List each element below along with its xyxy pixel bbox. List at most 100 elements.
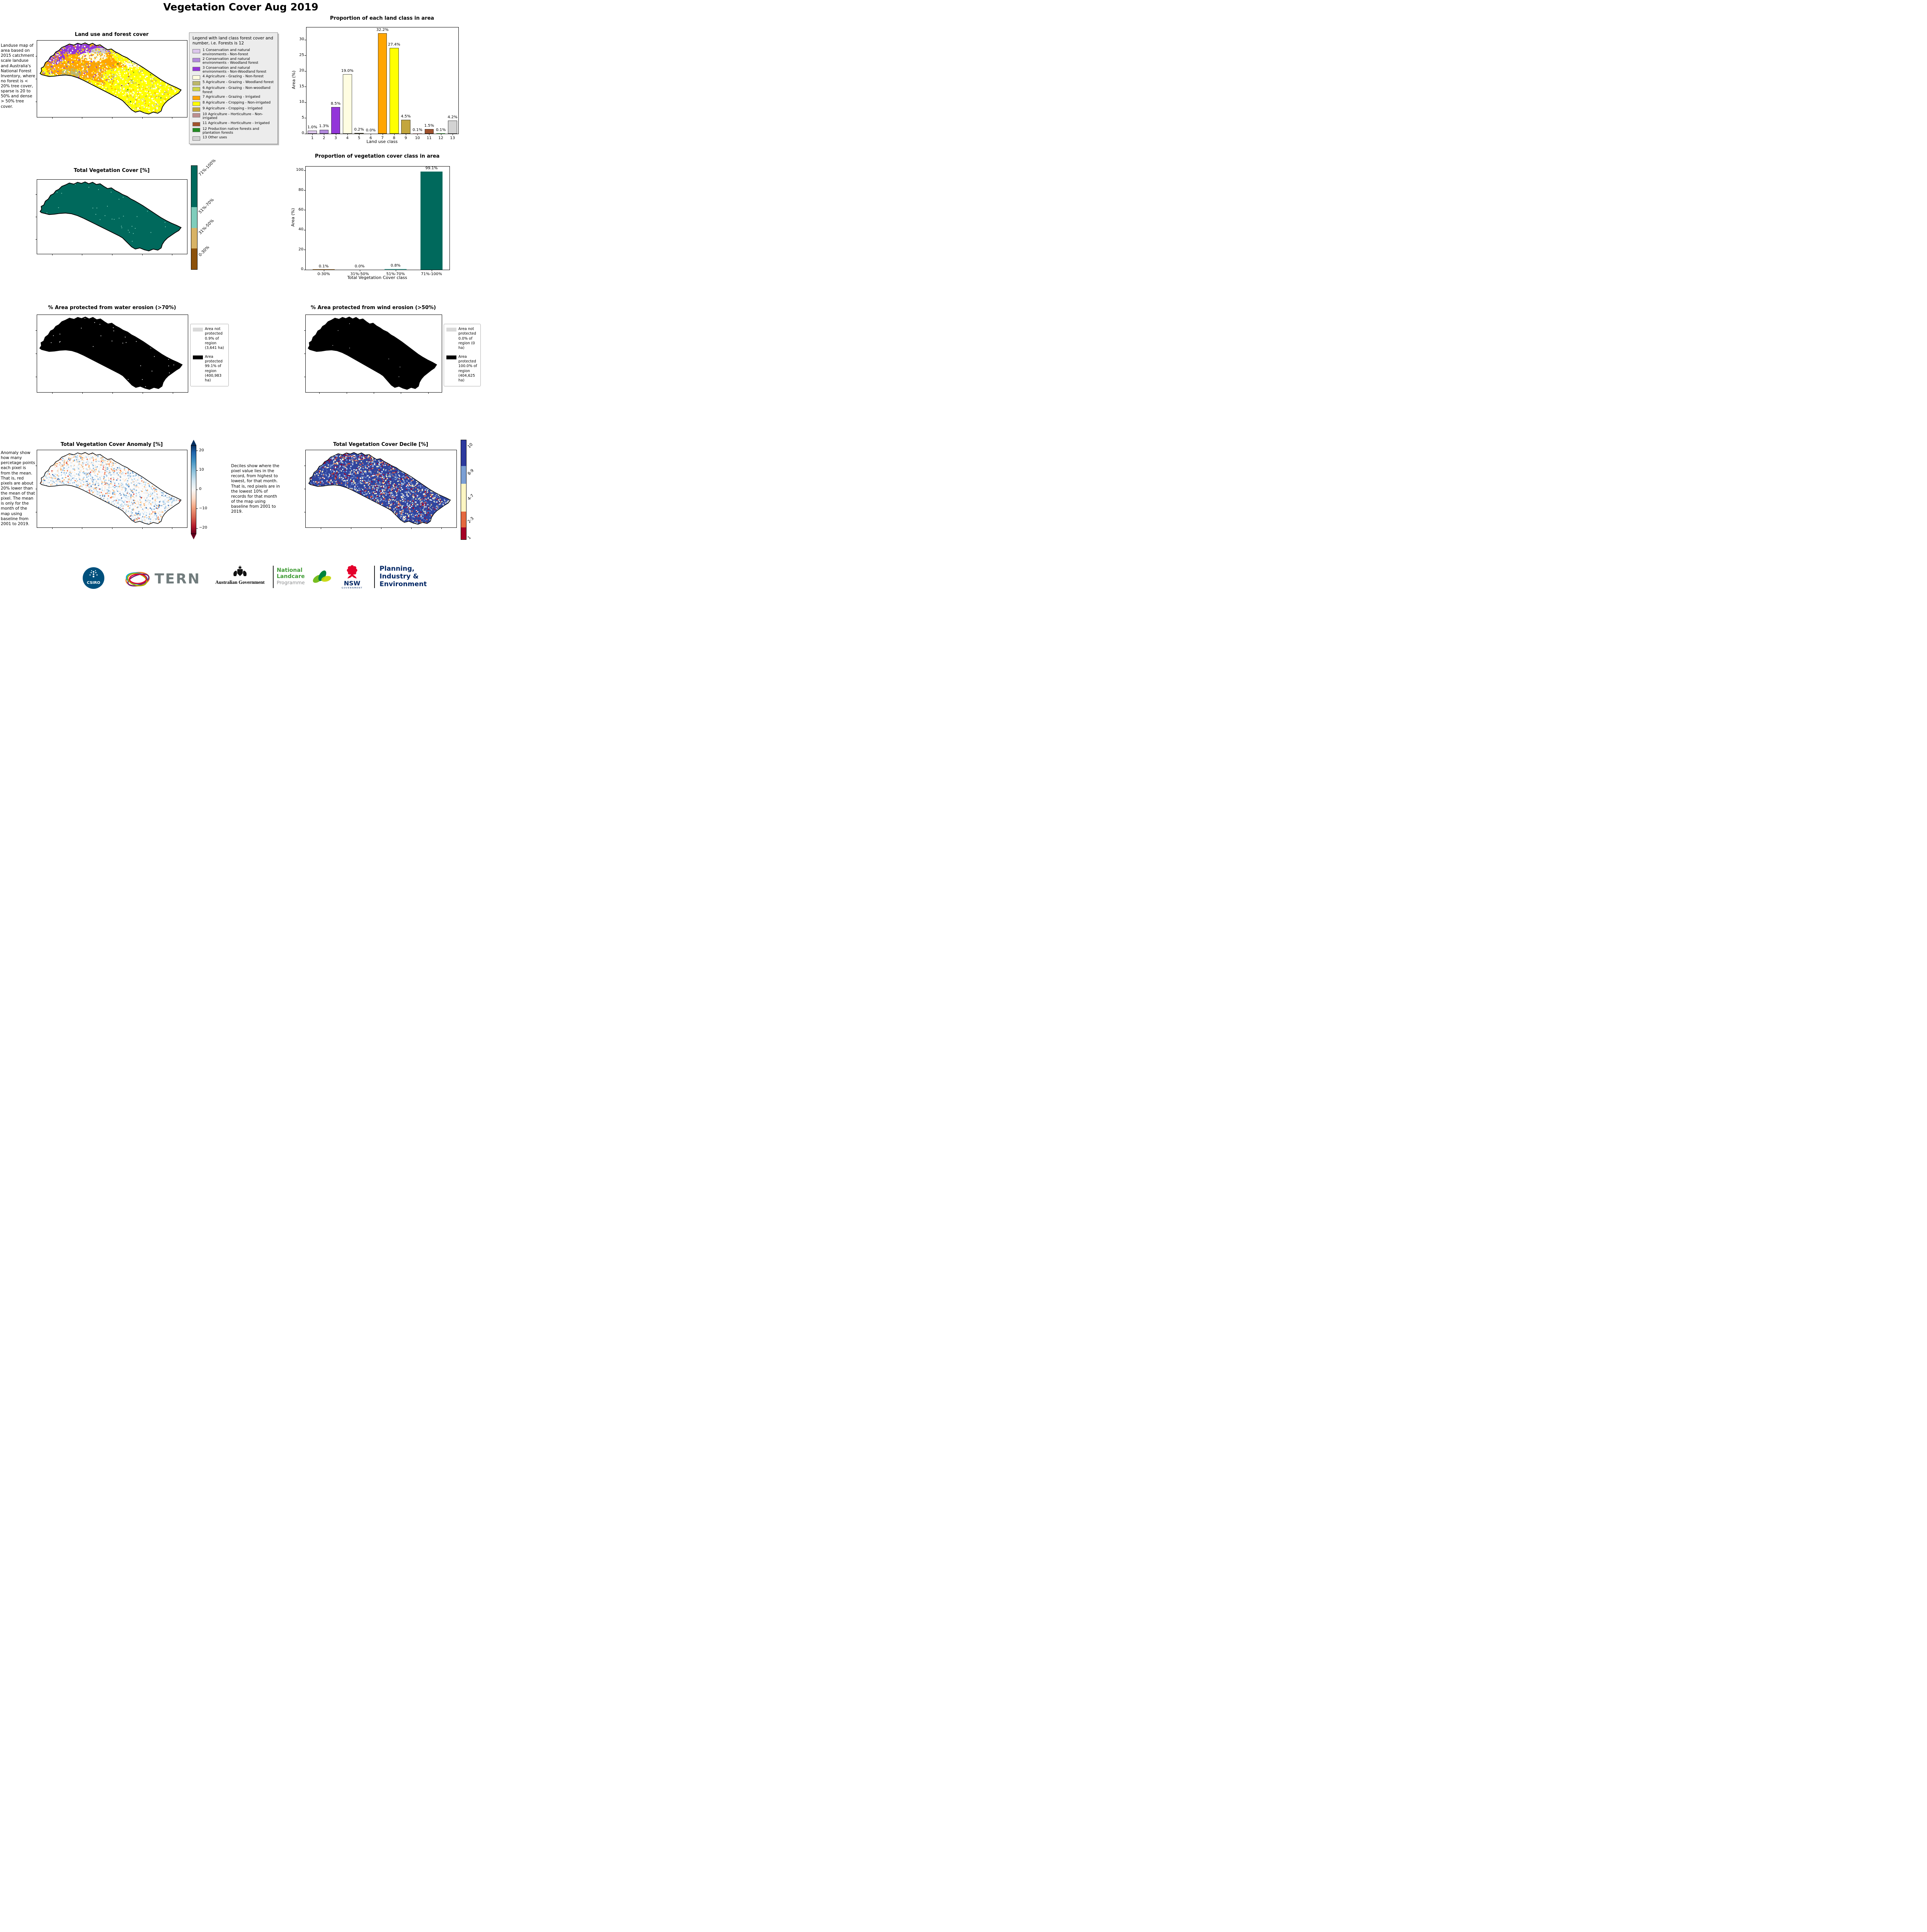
- bar: [401, 119, 410, 134]
- water-erosion-legend: Area not protected 0.9% of region (3,641…: [190, 324, 229, 386]
- page-title: Vegetation Cover Aug 2019: [163, 2, 318, 13]
- legend-item: 7 Agriculture - Grazing - Irrigated: [192, 95, 274, 100]
- map-y-tick: [304, 330, 306, 331]
- bar-value-label: 32.2%: [376, 27, 389, 32]
- x-tick-label: 11: [427, 136, 432, 140]
- decile-map-canvas: [308, 452, 451, 525]
- legend-swatch: [192, 122, 200, 126]
- colorbar-segment: [461, 512, 466, 528]
- erosion-legend-text: Area protected 100.0% of region (404,625…: [458, 354, 477, 383]
- colorbar-segment: [191, 228, 197, 249]
- landcare-line-3: Programme: [277, 580, 305, 586]
- legend-swatch: [192, 58, 200, 62]
- bar: [384, 269, 407, 270]
- bar-value-label: 4.5%: [401, 114, 411, 119]
- y-tick-label: 60: [298, 207, 303, 212]
- landclass-chart-title: Proportion of each land class in area: [330, 15, 434, 21]
- colorbar-tick-label: 10: [199, 468, 204, 472]
- wind-erosion-legend: Area not protected 0.0% of region (0 ha)…: [444, 324, 481, 386]
- x-tick-label: 7: [381, 136, 384, 140]
- x-tick: [347, 134, 348, 135]
- landclass-bar-chart: 0 5 10 15 20 25 30 1.0% 1 1.3% 2 8.5% 3 19.0% 4 0.2% 5 0.…: [299, 27, 459, 140]
- landuse-legend-items: 1 Conservation and natural environments …: [192, 48, 274, 141]
- planning-line-1: Planning,: [380, 565, 415, 573]
- colorbar-segment: [191, 248, 197, 269]
- tern-logo-text: TERN: [155, 571, 201, 587]
- colorbar-label: 10: [466, 442, 474, 449]
- legend-label: 5 Agriculture - Grazing - Woodland fores…: [203, 80, 274, 85]
- colorbar-tick: [196, 528, 198, 529]
- y-tick-label: 30: [299, 37, 304, 42]
- erosion-legend-item: Area protected 99.1% of region (400,983 …: [193, 355, 226, 383]
- planning-logo-text: Planning, Industry & Environment: [380, 565, 449, 588]
- x-tick: [417, 134, 418, 135]
- coverclass-chart-title: Proportion of vegetation cover class in …: [315, 153, 440, 159]
- nsw-logo-text: NSW: [344, 580, 361, 587]
- erosion-legend-item: Area not protected 0.9% of region (3,641…: [193, 327, 226, 351]
- x-tick-label: 8: [393, 136, 395, 140]
- map-x-tick: [142, 117, 143, 119]
- colorbar-segment: [191, 207, 197, 228]
- bar: [308, 130, 317, 134]
- x-tick-label: 12: [438, 136, 443, 140]
- map-x-tick: [142, 527, 143, 529]
- legend-item: 4 Agriculture - Grazing - Non-forest: [192, 75, 274, 80]
- tvc-colorbar: 71%-100% 51%-70% 31%-50% 0-30%: [191, 158, 217, 270]
- legend-swatch: [192, 107, 200, 112]
- colorbar-label: 31%-50%: [197, 218, 215, 236]
- colorbar-tick-label: −20: [199, 526, 208, 530]
- landuse-description: Landuse map of area based on 2015 catchm…: [1, 43, 36, 109]
- map-x-tick: [52, 392, 53, 394]
- legend-item: 3 Conservation and natural environments …: [192, 66, 274, 74]
- y-tick: [304, 170, 306, 171]
- x-tick-label: 71%-100%: [421, 272, 442, 276]
- bar: [343, 74, 352, 134]
- legend-swatch: [192, 49, 200, 54]
- y-tick-label: 15: [299, 84, 304, 88]
- x-tick-label: 1: [311, 136, 314, 140]
- legend-label: 10 Agriculture - Horticulture - Non-irri…: [203, 112, 263, 121]
- water-erosion-map: [36, 315, 188, 394]
- legend-item: 2 Conservation and natural environments …: [192, 57, 274, 65]
- bar-value-label: 0.0%: [354, 264, 365, 269]
- bar-value-label: 0.1%: [412, 128, 422, 133]
- legend-item: 5 Agriculture - Grazing - Woodland fores…: [192, 80, 274, 86]
- colorbar-segment: [191, 166, 197, 207]
- australian-government-crest-icon: [231, 565, 249, 579]
- map-x-tick: [52, 117, 53, 119]
- colorbar-segment: [461, 440, 466, 466]
- bar-value-label: 0.0%: [366, 128, 376, 133]
- landuse-legend: Legend with land class forest cover and …: [189, 32, 278, 145]
- landcare-line-2: Landcare: [277, 573, 305, 580]
- bar-value-label: 1.5%: [424, 123, 434, 128]
- legend-label: 1 Conservation and natural environments …: [203, 48, 250, 56]
- colorbar-segment: [461, 484, 466, 512]
- bar-value-label: 19.0%: [341, 69, 354, 73]
- legend-swatch: [192, 102, 200, 106]
- y-tick-label: 0: [301, 267, 303, 271]
- planning-line-2: Industry &: [380, 573, 419, 581]
- legend-item: 9 Agriculture - Cropping - Irrigated: [192, 107, 274, 112]
- colorbar-tick-label: −10: [199, 506, 208, 510]
- landclass-chart-ylabel: Area (%): [291, 70, 296, 89]
- bar-value-label: 1.0%: [307, 125, 317, 129]
- anomaly-colorbar-arrow-bottom: [191, 534, 196, 539]
- y-tick: [305, 55, 306, 56]
- bar-value-label: 0.2%: [354, 128, 364, 132]
- decile-map-title: Total Vegetation Cover Decile [%]: [333, 442, 428, 447]
- x-tick-label: 51%-70%: [386, 272, 405, 276]
- legend-swatch: [192, 96, 200, 100]
- y-tick: [305, 102, 306, 103]
- legend-label: 3 Conservation and natural environments …: [203, 66, 267, 74]
- tvc-map-canvas: [39, 181, 182, 252]
- colorbar-segment: [461, 527, 466, 539]
- legend-swatch: [192, 87, 200, 92]
- map-y-tick: [36, 239, 37, 240]
- logo-divider-2: [374, 566, 375, 588]
- decile-map: [304, 450, 457, 529]
- bar: [448, 121, 457, 134]
- x-tick-label: 13: [450, 136, 455, 140]
- legend-label: 6 Agriculture - Grazing - Non-woodland f…: [203, 86, 271, 94]
- bar: [424, 129, 434, 134]
- x-tick: [312, 134, 313, 135]
